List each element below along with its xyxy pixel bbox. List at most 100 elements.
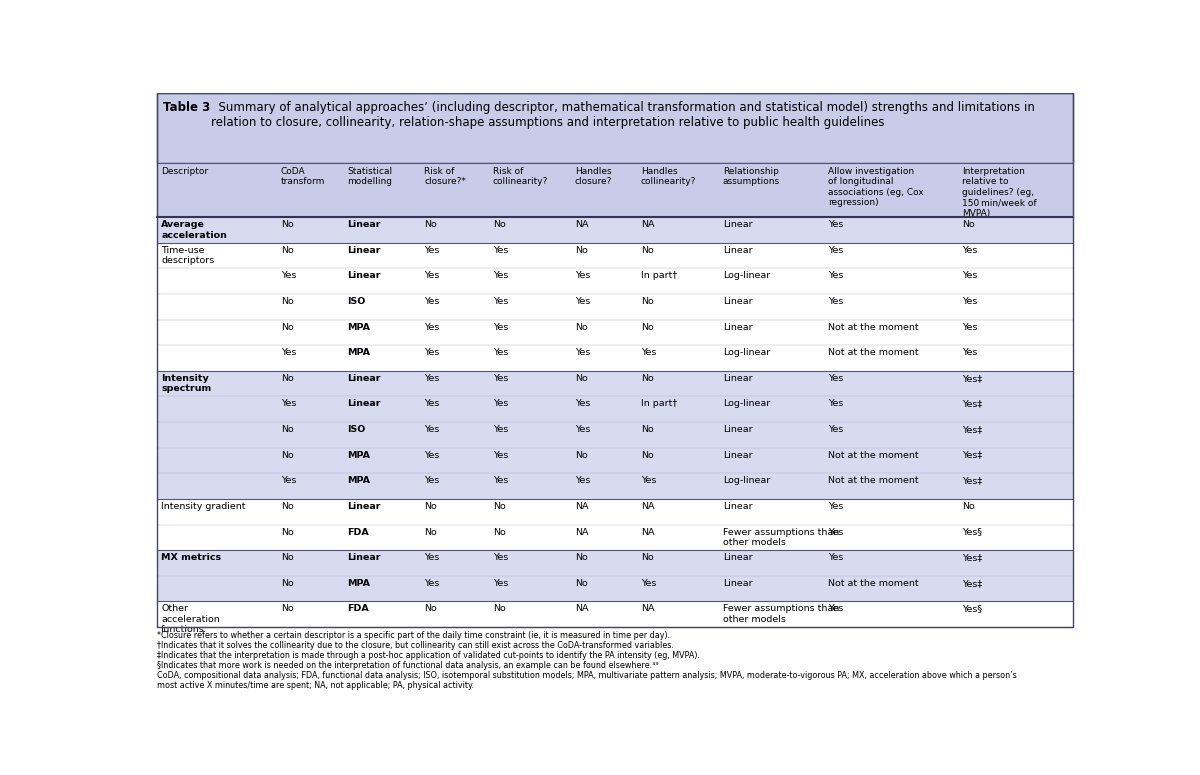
Text: Yes: Yes <box>425 374 439 383</box>
Text: No: No <box>281 322 294 332</box>
Text: Yes§: Yes§ <box>962 604 983 614</box>
Text: Yes: Yes <box>493 246 508 255</box>
Text: No: No <box>281 451 294 460</box>
Text: Interpretation
relative to
guidelines? (eg,
150 min/week of
MVPA): Interpretation relative to guidelines? (… <box>962 167 1037 218</box>
Text: FDA: FDA <box>347 528 368 536</box>
Text: No: No <box>425 220 437 229</box>
Text: Yes: Yes <box>962 271 978 281</box>
Text: NA: NA <box>575 502 588 511</box>
Text: Yes: Yes <box>828 297 844 306</box>
Text: Linear: Linear <box>722 425 752 434</box>
Text: Yes: Yes <box>575 271 590 281</box>
Text: NA: NA <box>575 604 588 614</box>
Text: No: No <box>641 246 654 255</box>
Text: Yes: Yes <box>425 348 439 357</box>
Text: ISO: ISO <box>347 297 365 306</box>
Text: Not at the moment: Not at the moment <box>828 451 918 460</box>
Text: NA: NA <box>641 528 654 536</box>
Text: No: No <box>281 425 294 434</box>
Text: Risk of
collinearity?: Risk of collinearity? <box>493 167 548 187</box>
Text: MPA: MPA <box>347 322 370 332</box>
Text: Yes‡: Yes‡ <box>962 425 983 434</box>
Text: Yes: Yes <box>828 425 844 434</box>
Text: Yes: Yes <box>493 451 508 460</box>
Text: No: No <box>575 322 588 332</box>
Text: Yes: Yes <box>575 348 590 357</box>
Text: Yes‡: Yes‡ <box>962 553 983 562</box>
Text: §Indicates that more work is needed on the interpretation of functional data ana: §Indicates that more work is needed on t… <box>157 661 659 670</box>
Text: Average
acceleration: Average acceleration <box>161 220 227 239</box>
Text: Descriptor: Descriptor <box>161 167 209 176</box>
Text: Linear: Linear <box>722 502 752 511</box>
Text: Linear: Linear <box>347 399 380 408</box>
Text: Yes: Yes <box>425 425 439 434</box>
Text: Yes: Yes <box>575 477 590 485</box>
Text: Yes: Yes <box>493 477 508 485</box>
FancyBboxPatch shape <box>157 217 1073 243</box>
Text: Linear: Linear <box>722 451 752 460</box>
Text: NA: NA <box>575 528 588 536</box>
Text: No: No <box>493 528 505 536</box>
Text: Yes: Yes <box>962 297 978 306</box>
Text: Yes: Yes <box>641 477 656 485</box>
Text: Linear: Linear <box>347 246 380 255</box>
Text: No: No <box>575 553 588 562</box>
Text: No: No <box>641 451 654 460</box>
Text: most active X minutes/time are spent; NA, not applicable; PA, physical activity.: most active X minutes/time are spent; NA… <box>157 681 474 691</box>
Text: Linear: Linear <box>722 579 752 587</box>
Text: No: No <box>575 246 588 255</box>
Text: Fewer assumptions than
other models: Fewer assumptions than other models <box>722 604 839 624</box>
Text: Log-linear: Log-linear <box>722 348 770 357</box>
Text: Linear: Linear <box>347 220 380 229</box>
Text: No: No <box>575 579 588 587</box>
Text: Not at the moment: Not at the moment <box>828 322 918 332</box>
Text: Yes: Yes <box>281 271 296 281</box>
Text: Yes: Yes <box>828 553 844 562</box>
Text: Yes‡: Yes‡ <box>962 374 983 383</box>
Text: Yes: Yes <box>425 553 439 562</box>
FancyBboxPatch shape <box>157 243 1073 371</box>
Text: No: No <box>641 425 654 434</box>
Text: MPA: MPA <box>347 477 370 485</box>
Text: Yes: Yes <box>828 246 844 255</box>
Text: Yes‡: Yes‡ <box>962 399 983 408</box>
Text: Yes: Yes <box>828 399 844 408</box>
Text: MPA: MPA <box>347 451 370 460</box>
Text: In part†: In part† <box>641 271 677 281</box>
Text: Yes: Yes <box>425 451 439 460</box>
Text: No: No <box>281 502 294 511</box>
Text: MPA: MPA <box>347 579 370 587</box>
Text: †Indicates that it solves the collinearity due to the closure, but collinearity : †Indicates that it solves the collineari… <box>157 641 674 649</box>
Text: Table 3: Table 3 <box>163 102 210 115</box>
Text: Linear: Linear <box>722 297 752 306</box>
Text: No: No <box>281 246 294 255</box>
Text: Yes: Yes <box>828 271 844 281</box>
Text: No: No <box>641 553 654 562</box>
Text: No: No <box>281 528 294 536</box>
Text: Risk of
closure?*: Risk of closure?* <box>425 167 467 187</box>
Text: Yes: Yes <box>962 348 978 357</box>
Text: Other
acceleration
functions: Other acceleration functions <box>161 604 220 634</box>
Text: Not at the moment: Not at the moment <box>828 477 918 485</box>
Text: ISO: ISO <box>347 425 365 434</box>
Text: No: No <box>281 604 294 614</box>
Text: Linear: Linear <box>722 220 752 229</box>
Text: Yes: Yes <box>962 322 978 332</box>
Text: No: No <box>281 220 294 229</box>
Text: Yes: Yes <box>425 399 439 408</box>
Text: Statistical
modelling: Statistical modelling <box>347 167 392 187</box>
Text: CoDA
transform: CoDA transform <box>281 167 325 187</box>
Text: Yes: Yes <box>828 528 844 536</box>
Text: CoDA, compositional data analysis; FDA, functional data analysis; ISO, isotempor: CoDA, compositional data analysis; FDA, … <box>157 671 1018 680</box>
Text: Yes: Yes <box>425 271 439 281</box>
Text: No: No <box>425 502 437 511</box>
Text: Log-linear: Log-linear <box>722 271 770 281</box>
Text: Yes: Yes <box>493 297 508 306</box>
Text: Yes: Yes <box>281 348 296 357</box>
Text: Yes: Yes <box>425 477 439 485</box>
Text: Yes: Yes <box>575 399 590 408</box>
Text: NA: NA <box>575 220 588 229</box>
Text: Not at the moment: Not at the moment <box>828 348 918 357</box>
Text: No: No <box>281 297 294 306</box>
Text: Summary of analytical approaches’ (including descriptor, mathematical transforma: Summary of analytical approaches’ (inclu… <box>211 102 1036 129</box>
